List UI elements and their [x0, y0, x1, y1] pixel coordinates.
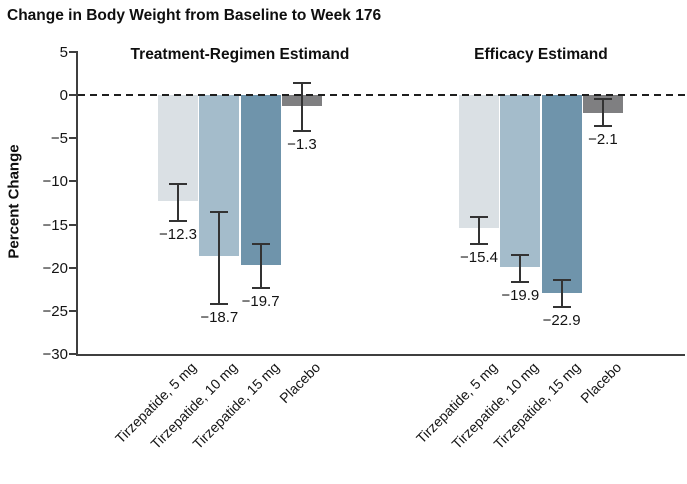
y-axis-tick: [69, 137, 76, 140]
zero-baseline: [78, 94, 687, 97]
y-tick-label: −5: [50, 130, 68, 148]
error-bar-line: [259, 244, 262, 289]
bar-tirzepatide-15-mg: [240, 95, 281, 266]
error-bar-cap: [593, 125, 612, 128]
error-bar-cap: [511, 280, 530, 283]
error-bar-cap: [593, 98, 612, 101]
y-tick-label: −15: [42, 216, 68, 234]
y-axis-tick: [69, 223, 76, 226]
y-axis-tick: [69, 266, 76, 269]
error-bar-cap: [210, 210, 229, 213]
error-bar-cap: [169, 183, 187, 186]
bar-value-label: −19.9: [501, 286, 540, 304]
bar-value-label: −2.1: [588, 131, 618, 149]
bar-tirzepatide-10-mg: [500, 95, 541, 267]
error-bar-line: [601, 99, 604, 127]
chart-title: Change in Body Weight from Baseline to W…: [7, 7, 382, 24]
bar-value-label: −12.3: [159, 226, 197, 244]
bar-value-label: −1.3: [287, 136, 317, 154]
y-axis-tick: [69, 353, 76, 355]
group-heading: Treatment-Regimen Estimand: [130, 46, 350, 63]
error-bar-cap: [511, 253, 530, 256]
error-bar-cap: [470, 215, 488, 218]
error-bar-cap: [210, 302, 229, 305]
error-bar-line: [177, 184, 179, 222]
bar-tirzepatide-5-mg: [459, 95, 499, 229]
error-bar-cap: [552, 305, 571, 308]
error-bar-line: [300, 83, 303, 132]
y-axis-tick: [69, 51, 76, 53]
bar-value-label: −15.4: [460, 248, 498, 266]
error-bar-line: [519, 254, 522, 282]
y-axis-label: Percent Change: [5, 144, 23, 259]
error-bar-cap: [251, 243, 270, 246]
error-bar-cap: [470, 242, 488, 245]
error-bar-line: [218, 211, 221, 304]
error-bar-cap: [292, 82, 311, 85]
error-bar-line: [478, 216, 480, 244]
y-tick-label: 0: [59, 87, 68, 105]
bar-tirzepatide-15-mg: [541, 95, 582, 293]
y-tick-label: −25: [42, 302, 68, 320]
y-tick-label: −20: [42, 259, 68, 277]
y-axis-tick: [69, 309, 76, 312]
y-tick-label: 5: [59, 44, 68, 61]
y-axis-tick: [69, 94, 76, 97]
error-bar-cap: [552, 278, 571, 281]
y-tick-label: −30: [42, 346, 68, 363]
bar-value-label: −18.7: [200, 308, 239, 326]
y-tick-label: −10: [42, 173, 68, 191]
group-heading: Efficacy Estimand: [474, 46, 608, 63]
error-bar-cap: [251, 287, 270, 290]
error-bar-cap: [292, 130, 311, 133]
bar-value-label: −19.7: [241, 293, 280, 311]
y-axis-line: [76, 51, 78, 356]
error-bar-line: [560, 279, 563, 307]
y-axis-tick: [69, 180, 76, 183]
x-axis-line: [76, 354, 685, 356]
bar-value-label: −22.9: [542, 311, 581, 329]
error-bar-cap: [169, 220, 187, 223]
